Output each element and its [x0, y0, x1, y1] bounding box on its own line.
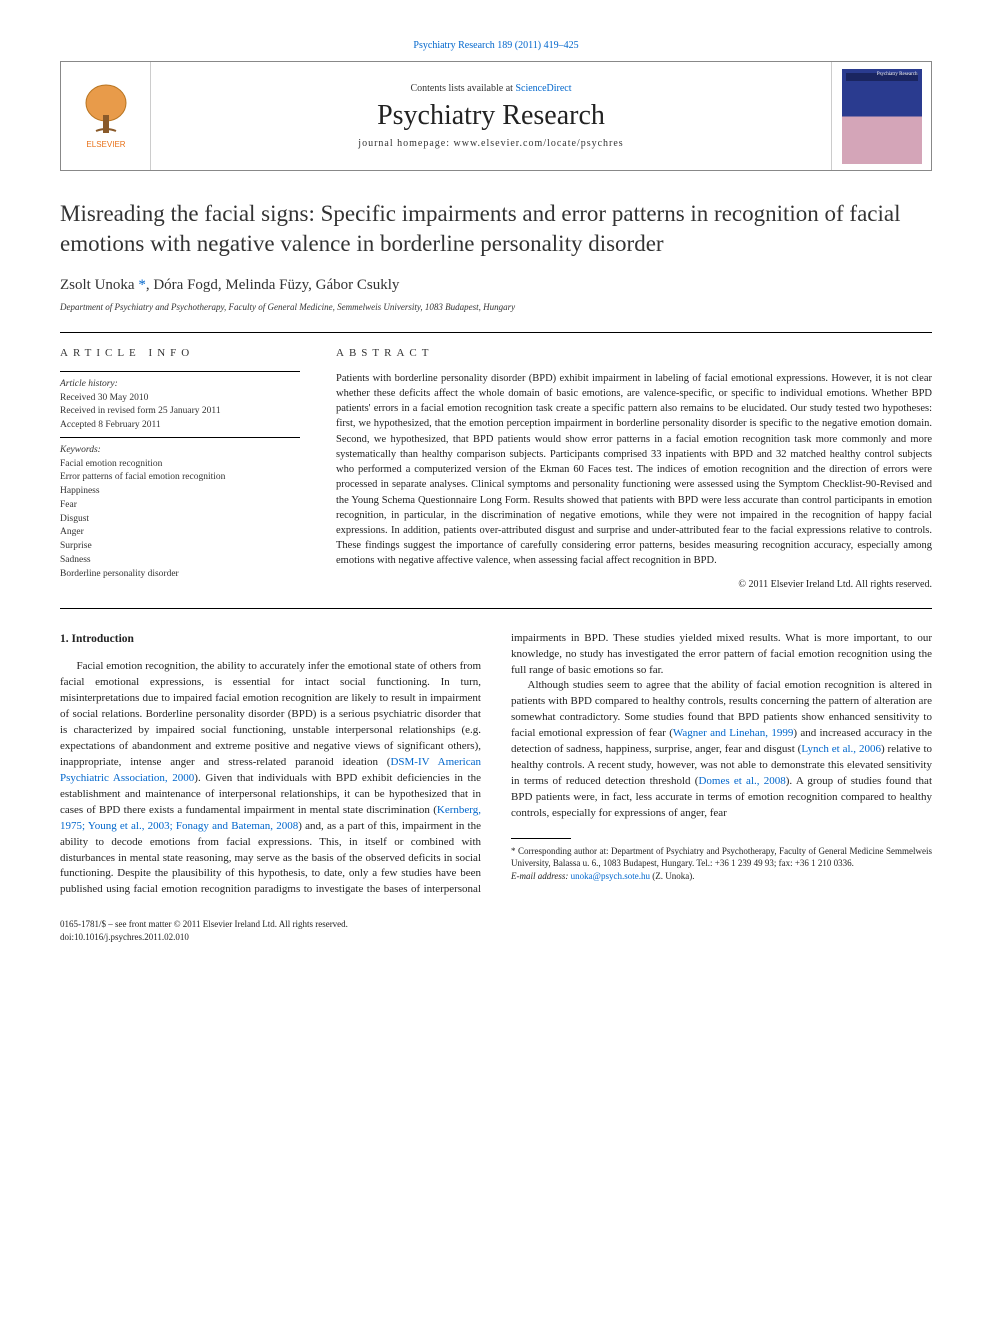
- article-info-heading: ARTICLE INFO: [60, 347, 300, 359]
- journal-cover-box[interactable]: Psychiatry Research: [831, 62, 931, 170]
- contents-available-line: Contents lists available at ScienceDirec…: [410, 83, 571, 94]
- elsevier-tree-icon: ELSEVIER: [76, 81, 136, 151]
- footer-front-matter: 0165-1781/$ – see front matter © 2011 El…: [60, 918, 932, 931]
- affiliation: Department of Psychiatry and Psychothera…: [60, 302, 932, 312]
- abstract-copyright: © 2011 Elsevier Ireland Ltd. All rights …: [336, 579, 932, 590]
- info-abstract-row: ARTICLE INFO Article history: Received 3…: [60, 347, 932, 590]
- history-revised: Received in revised form 25 January 2011: [60, 405, 300, 419]
- citation-link[interactable]: Wagner and Linehan, 1999: [673, 727, 794, 739]
- corresponding-marker[interactable]: *: [138, 277, 146, 293]
- abstract-heading: ABSTRACT: [336, 347, 932, 359]
- keyword: Fear: [60, 499, 300, 513]
- footer-doi[interactable]: doi:10.1016/j.psychres.2011.02.010: [60, 931, 932, 944]
- journal-homepage-line: journal homepage: www.elsevier.com/locat…: [358, 138, 623, 149]
- article-info-column: ARTICLE INFO Article history: Received 3…: [60, 347, 300, 590]
- email-address[interactable]: unoka@psych.sote.hu: [571, 871, 650, 881]
- abstract-text: Patients with borderline personality dis…: [336, 371, 932, 569]
- publisher-logo-box[interactable]: ELSEVIER: [61, 62, 151, 170]
- citation-link[interactable]: Bateman, 2008: [231, 820, 298, 832]
- sciencedirect-link[interactable]: ScienceDirect: [515, 83, 571, 94]
- page-container: Psychiatry Research 189 (2011) 419–425 E…: [0, 0, 992, 974]
- cover-label: Psychiatry Research: [877, 72, 918, 77]
- section-heading-intro: 1. Introduction: [60, 631, 481, 648]
- info-rule-1: [60, 371, 300, 372]
- keyword: Happiness: [60, 485, 300, 499]
- keyword: Borderline personality disorder: [60, 568, 300, 582]
- journal-title: Psychiatry Research: [377, 100, 605, 132]
- body-two-columns: 1. Introduction Facial emotion recogniti…: [60, 631, 932, 899]
- keyword: Sadness: [60, 554, 300, 568]
- keyword: Disgust: [60, 513, 300, 527]
- page-footer: 0165-1781/$ – see front matter © 2011 El…: [60, 918, 932, 943]
- rule-below-abstract: [60, 608, 932, 609]
- keyword: Surprise: [60, 540, 300, 554]
- author-list[interactable]: Zsolt Unoka *, Dóra Fogd, Melinda Füzy, …: [60, 277, 399, 293]
- journal-ref-text: Psychiatry Research 189 (2011) 419–425: [413, 40, 578, 51]
- history-accepted: Accepted 8 February 2011: [60, 419, 300, 433]
- masthead-center: Contents lists available at ScienceDirec…: [151, 62, 831, 170]
- masthead: ELSEVIER Contents lists available at Sci…: [60, 61, 932, 171]
- homepage-url[interactable]: www.elsevier.com/locate/psychres: [454, 138, 624, 149]
- history-label: Article history:: [60, 378, 300, 392]
- keyword: Facial emotion recognition: [60, 458, 300, 472]
- journal-reference[interactable]: Psychiatry Research 189 (2011) 419–425: [60, 40, 932, 51]
- article-info-block: Article history: Received 30 May 2010 Re…: [60, 371, 300, 582]
- email-who: (Z. Unoka).: [652, 871, 694, 881]
- intro-paragraph-2: Although studies seem to agree that the …: [511, 678, 932, 821]
- citation-link[interactable]: Lynch et al., 2006: [801, 743, 881, 755]
- homepage-prefix: journal homepage:: [358, 138, 453, 149]
- history-received: Received 30 May 2010: [60, 392, 300, 406]
- journal-cover-thumb: Psychiatry Research: [842, 69, 922, 164]
- abstract-column: ABSTRACT Patients with borderline person…: [336, 347, 932, 590]
- corresponding-footnote: * Corresponding author at: Department of…: [511, 845, 932, 883]
- p1-text-a: Facial emotion recognition, the ability …: [60, 660, 481, 768]
- info-rule-2: [60, 437, 300, 438]
- footnote-corr: * Corresponding author at: Department of…: [511, 845, 932, 870]
- contents-prefix: Contents lists available at: [410, 83, 515, 94]
- keyword: Anger: [60, 526, 300, 540]
- authors-line: Zsolt Unoka *, Dóra Fogd, Melinda Füzy, …: [60, 277, 932, 294]
- keywords-list: Facial emotion recognition Error pattern…: [60, 458, 300, 582]
- citation-link[interactable]: Domes et al., 2008: [698, 775, 785, 787]
- article-title: Misreading the facial signs: Specific im…: [60, 199, 932, 259]
- rule-top: [60, 332, 932, 333]
- email-label: E-mail address:: [511, 871, 568, 881]
- footnote-email-line: E-mail address: unoka@psych.sote.hu (Z. …: [511, 870, 932, 883]
- svg-text:ELSEVIER: ELSEVIER: [86, 140, 125, 149]
- footnote-separator: [511, 838, 571, 839]
- keywords-label: Keywords:: [60, 444, 300, 458]
- keyword: Error patterns of facial emotion recogni…: [60, 471, 300, 485]
